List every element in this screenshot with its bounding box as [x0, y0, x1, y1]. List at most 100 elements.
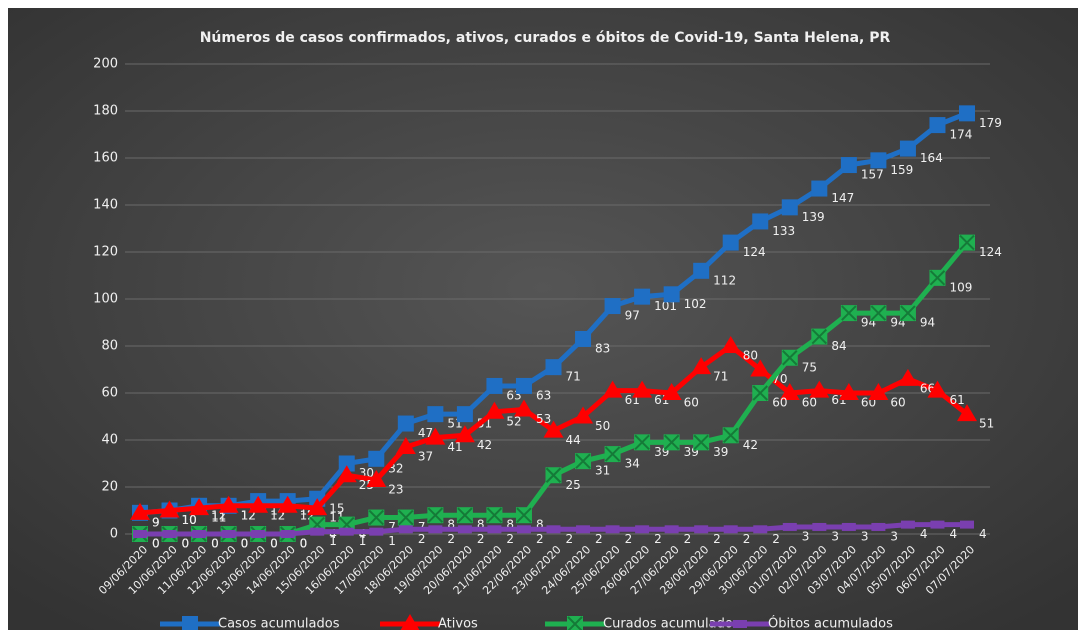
- marker: [366, 469, 387, 487]
- marker: [840, 157, 857, 174]
- marker: [838, 383, 859, 400]
- data-label: 60: [802, 396, 817, 410]
- data-label: 3: [861, 529, 869, 543]
- y-tick-label: 80: [101, 339, 118, 354]
- y-tick-label: 100: [93, 292, 118, 307]
- marker: [781, 349, 798, 366]
- data-label: 174: [949, 128, 972, 142]
- marker: [899, 305, 916, 322]
- marker: [398, 525, 413, 534]
- marker: [338, 455, 355, 472]
- marker: [782, 522, 797, 531]
- data-label: 0: [270, 537, 278, 551]
- marker: [487, 525, 502, 534]
- marker: [456, 406, 473, 423]
- marker: [573, 406, 594, 424]
- marker: [484, 401, 505, 419]
- marker: [277, 495, 298, 513]
- marker: [722, 234, 739, 251]
- marker: [567, 616, 583, 632]
- marker: [456, 507, 473, 524]
- y-tick-label: 40: [101, 433, 118, 448]
- marker: [691, 357, 712, 375]
- data-label: 42: [743, 438, 758, 452]
- marker: [870, 305, 887, 322]
- marker: [781, 199, 798, 216]
- marker: [720, 336, 741, 353]
- marker: [515, 377, 532, 394]
- marker-x: [782, 350, 798, 366]
- marker: [400, 614, 420, 631]
- marker-x: [929, 270, 946, 286]
- marker: [218, 495, 239, 513]
- marker: [870, 152, 887, 169]
- data-label: 2: [654, 532, 662, 546]
- marker: [182, 616, 198, 632]
- marker: [868, 383, 889, 400]
- data-label: 112: [713, 273, 736, 287]
- data-label: 2: [566, 532, 574, 546]
- marker: [663, 286, 680, 303]
- legend-label: Óbitos acumulados: [768, 616, 893, 631]
- data-label: 52: [506, 414, 521, 428]
- marker-x: [457, 507, 473, 523]
- marker: [130, 502, 150, 520]
- data-label: 9: [152, 515, 160, 529]
- data-label: 8: [506, 518, 514, 532]
- marker: [339, 527, 354, 536]
- data-label: 4: [949, 527, 957, 541]
- data-label: 0: [241, 537, 249, 551]
- y-tick-label: 120: [93, 245, 118, 260]
- marker: [133, 530, 147, 538]
- data-label: 2: [743, 532, 751, 546]
- data-label: 133: [772, 224, 795, 238]
- marker: [750, 359, 771, 377]
- data-label: 41: [447, 440, 462, 454]
- data-label: 60: [890, 396, 905, 410]
- data-label: 2: [713, 532, 721, 546]
- marker: [693, 262, 710, 279]
- data-label: 2: [595, 532, 603, 546]
- marker-x: [959, 234, 975, 251]
- data-label: 9: [152, 515, 160, 529]
- data-label: 75: [802, 360, 817, 374]
- data-label: 1: [329, 534, 337, 548]
- data-label: 0: [300, 537, 308, 551]
- data-label: 2: [772, 532, 780, 546]
- data-label: 3: [831, 529, 839, 543]
- data-label: 0: [211, 537, 219, 551]
- data-label: 4: [979, 527, 987, 541]
- y-tick-label: 0: [110, 527, 118, 542]
- data-label: 44: [566, 433, 581, 447]
- y-tick-label: 140: [93, 198, 118, 213]
- marker-x: [368, 509, 384, 526]
- data-label: 71: [566, 370, 581, 384]
- data-label: 71: [713, 370, 728, 384]
- marker: [752, 213, 769, 230]
- marker: [397, 415, 414, 432]
- marker-x: [900, 305, 916, 321]
- marker-x: [398, 509, 414, 526]
- legend-label: Ativos: [438, 617, 478, 631]
- marker: [369, 527, 384, 536]
- data-label: 60: [684, 396, 699, 410]
- marker: [516, 525, 531, 534]
- marker: [723, 525, 738, 534]
- marker: [576, 525, 591, 534]
- data-label: 94: [920, 316, 935, 330]
- y-tick-label: 60: [101, 386, 118, 401]
- marker-x: [723, 427, 739, 444]
- data-label: 15: [329, 501, 344, 515]
- marker: [425, 427, 446, 445]
- marker-x: [841, 305, 857, 321]
- data-label: 60: [772, 396, 787, 410]
- marker-x: [752, 385, 768, 401]
- data-label: 3: [890, 529, 898, 543]
- data-label: 7: [388, 520, 396, 534]
- marker-x: [567, 616, 583, 632]
- marker: [661, 383, 682, 400]
- data-label: 2: [447, 532, 455, 546]
- marker: [457, 525, 472, 534]
- data-label: 147: [831, 191, 854, 205]
